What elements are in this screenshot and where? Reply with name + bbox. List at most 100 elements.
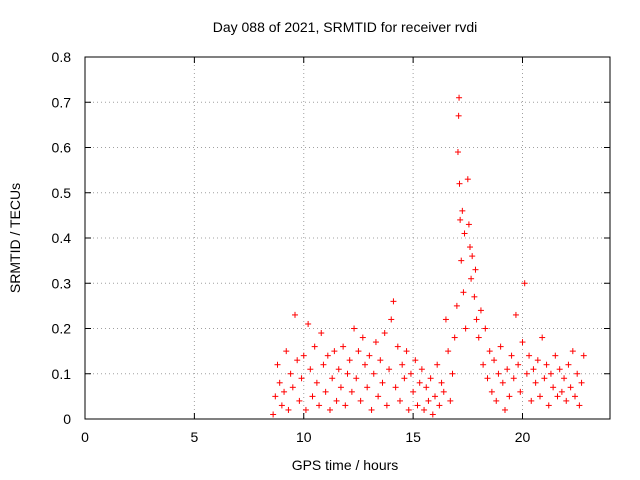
data-point <box>561 375 568 382</box>
data-point <box>296 397 303 404</box>
data-point <box>351 325 358 332</box>
data-point <box>442 316 449 323</box>
data-point <box>497 343 504 350</box>
data-point <box>572 393 578 400</box>
data-point <box>333 397 340 404</box>
data-point <box>472 266 479 273</box>
x-tick-label: 20 <box>515 429 531 445</box>
data-point <box>412 357 419 364</box>
data-point <box>556 366 563 373</box>
data-point <box>429 411 436 418</box>
y-axis-label: SRMTID / TECUs <box>7 183 23 293</box>
data-point <box>451 334 458 341</box>
data-point <box>486 348 493 355</box>
data-point <box>272 393 279 400</box>
data-point <box>316 402 323 409</box>
data-point <box>530 366 537 373</box>
data-point <box>517 388 524 395</box>
data-point <box>456 94 463 101</box>
data-point <box>523 370 530 377</box>
data-point <box>313 379 320 386</box>
data-point <box>521 280 528 287</box>
x-tick-label: 5 <box>190 429 198 445</box>
data-point <box>506 393 513 400</box>
data-point <box>515 361 522 368</box>
data-point <box>574 370 581 377</box>
data-point <box>491 357 498 364</box>
data-point <box>477 307 484 314</box>
y-tick-label: 0 <box>63 411 71 427</box>
x-axis-label: GPS time / hours <box>292 457 399 473</box>
data-point <box>468 275 475 282</box>
data-point <box>493 397 500 404</box>
data-point <box>528 397 535 404</box>
data-point <box>502 406 508 413</box>
data-point <box>307 366 314 373</box>
data-point <box>366 352 373 359</box>
data-point <box>324 352 331 359</box>
data-point <box>459 207 466 214</box>
data-point <box>576 402 583 409</box>
data-point <box>445 348 452 355</box>
data-point <box>465 221 472 228</box>
data-point <box>355 348 362 355</box>
data-point <box>270 411 277 418</box>
data-point <box>375 393 382 400</box>
x-tick-label: 0 <box>81 429 89 445</box>
data-point <box>359 334 366 341</box>
data-point <box>449 370 456 377</box>
data-point <box>526 352 533 359</box>
data-point <box>309 393 316 400</box>
data-point <box>499 379 506 386</box>
data-point <box>464 176 471 183</box>
data-point <box>335 366 342 373</box>
data-point <box>578 379 585 386</box>
data-point <box>318 330 325 337</box>
data-point <box>539 334 546 341</box>
data-point <box>456 180 463 187</box>
data-point <box>484 375 491 382</box>
data-point <box>383 402 390 409</box>
y-tick-label: 0.2 <box>52 321 72 337</box>
data-point <box>436 402 443 409</box>
y-tick-label: 0.4 <box>52 230 72 246</box>
data-point <box>340 343 347 350</box>
data-point <box>276 379 283 386</box>
data-point <box>329 375 336 382</box>
y-tick-label: 0.1 <box>52 366 72 382</box>
data-point <box>550 384 557 391</box>
data-point <box>281 388 288 395</box>
axis-ticks: 0 5 10 15 20 0 0.1 0.2 0.3 0.4 0.5 0.6 0.7 0.8 <box>52 49 610 445</box>
data-point <box>331 348 338 355</box>
data-point <box>423 384 430 391</box>
data-point <box>534 357 541 364</box>
data-point <box>377 357 384 364</box>
data-point <box>289 384 296 391</box>
data-point <box>407 370 414 377</box>
data-point <box>390 298 397 305</box>
data-point <box>397 397 403 404</box>
data-point <box>462 325 469 332</box>
data-point <box>580 352 587 359</box>
data-point <box>342 402 349 409</box>
data-point <box>543 361 550 368</box>
data-point <box>554 393 561 400</box>
data-point <box>541 375 548 382</box>
data-point <box>455 112 462 119</box>
data-point <box>427 375 434 382</box>
data-point <box>453 302 460 309</box>
data-point <box>394 343 401 350</box>
data-point <box>379 379 386 386</box>
data-point <box>460 289 467 296</box>
data-point <box>510 375 517 382</box>
data-point <box>565 361 572 368</box>
data-point <box>440 388 447 395</box>
data-point <box>405 406 412 413</box>
data-point <box>364 384 371 391</box>
data-point <box>545 402 552 409</box>
data-point <box>414 402 421 409</box>
data-point <box>370 370 377 377</box>
data-point <box>488 388 495 395</box>
data-point <box>353 375 360 382</box>
data-point <box>278 402 285 409</box>
